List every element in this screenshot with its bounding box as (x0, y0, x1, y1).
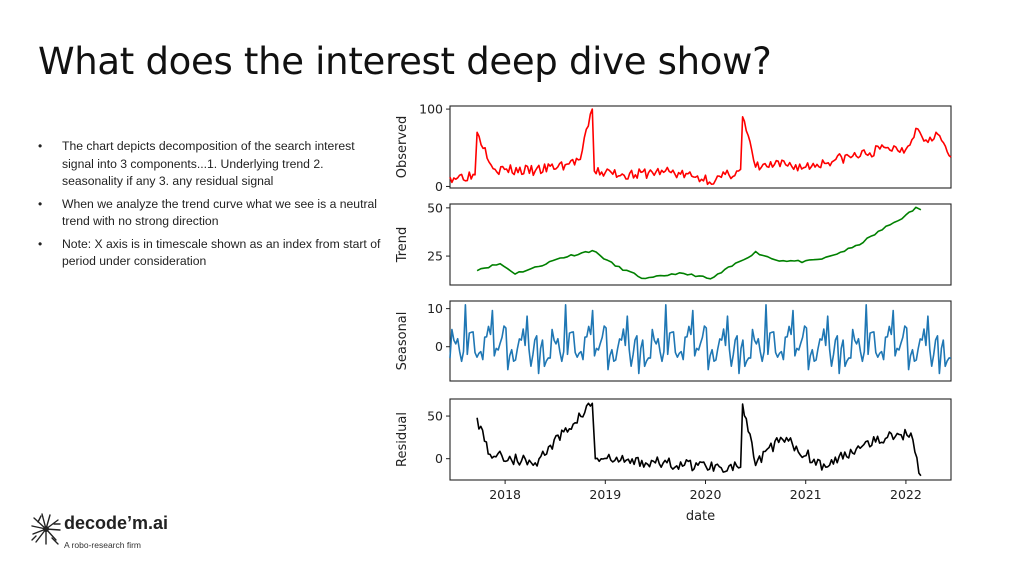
y-tick-label: 25 (427, 249, 443, 264)
slide-title: What does the interest deep dive show? (38, 40, 772, 83)
y-tick-label: 50 (427, 200, 443, 215)
y-tick-label: 50 (427, 409, 443, 424)
bullet-text: When we analyze the trend curve what we … (62, 196, 378, 229)
x-tick-label: 2021 (790, 487, 822, 502)
panel-frame (449, 398, 952, 481)
brain-icon (31, 513, 61, 545)
y-tick-label: 100 (419, 102, 443, 117)
bullet-item: • The chart depicts decomposition of the… (36, 138, 381, 191)
y-axis-label: Residual (395, 412, 410, 467)
bullet-item: • Note: X axis is in timescale shown as … (36, 236, 381, 271)
bullet-text: Note: X axis is in timescale shown as an… (62, 236, 381, 269)
x-tick-label: 2020 (690, 487, 722, 502)
bullet-symbol: • (38, 196, 43, 211)
logo-name: decode’m.ai (64, 513, 169, 533)
bullet-text: The chart depicts decomposition of the s… (62, 139, 355, 188)
bullet-list: • The chart depicts decomposition of the… (36, 138, 381, 276)
logo-tagline: A robo-research firm (64, 540, 141, 550)
y-tick-label: 0 (435, 179, 443, 194)
y-tick-label: 0 (435, 451, 443, 466)
y-tick-label: 10 (427, 301, 443, 316)
y-axis-label: Trend (395, 227, 410, 264)
bullet-symbol: • (38, 236, 43, 251)
x-tick-label: 2022 (890, 487, 922, 502)
x-tick-label: 2019 (589, 487, 621, 502)
panel-frame (449, 105, 952, 189)
bullet-symbol: • (38, 139, 43, 153)
series-line-residual (476, 402, 922, 477)
y-tick-label: 0 (435, 339, 443, 354)
series-line-trend (476, 206, 922, 280)
x-tick-label: 2018 (489, 487, 521, 502)
decomposition-chart: 0 100 Observed 25 50 Trend 0 10 Seasonal 0 50 Resid… (395, 102, 952, 524)
x-axis-label: date (686, 509, 715, 524)
bullet-item: • When we analyze the trend curve what w… (36, 196, 381, 231)
series-line-observed (449, 108, 952, 186)
panel-frame (449, 203, 952, 286)
company-logo: decode’m.ai A robo-research firm (30, 512, 210, 556)
y-axis-label: Seasonal (395, 312, 410, 371)
series-line-seasonal (449, 304, 952, 375)
panel-frame (449, 300, 952, 382)
y-axis-label: Observed (395, 116, 410, 179)
